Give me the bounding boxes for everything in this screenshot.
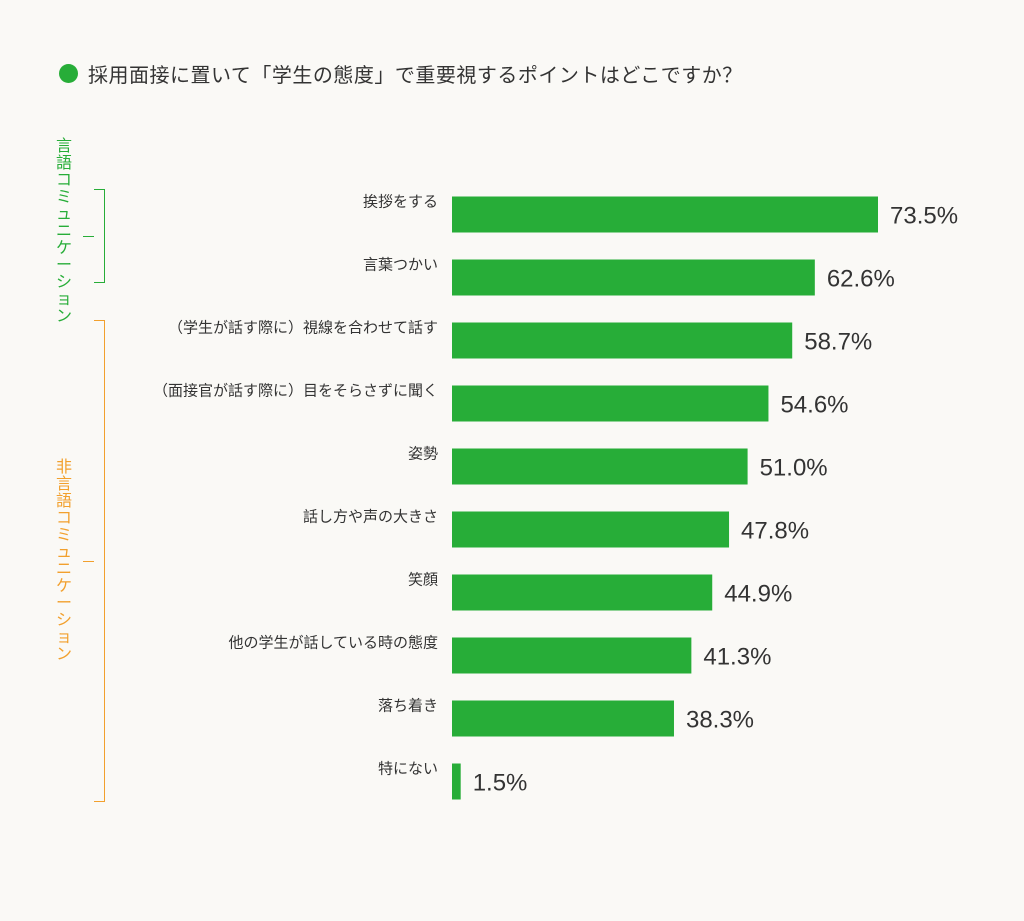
category-label-0: 挨拶をする	[363, 193, 438, 211]
bar-1	[452, 259, 815, 296]
bar-3	[452, 385, 769, 422]
category-label-8: 落ち着き	[378, 697, 438, 715]
group-bracket-tick-nonverbal	[83, 561, 94, 562]
bar-6	[452, 574, 713, 611]
value-label-6: 44.9%	[724, 581, 792, 608]
bar-4	[452, 448, 748, 485]
value-label-1: 62.6%	[827, 266, 895, 293]
value-label-3: 54.6%	[780, 392, 848, 419]
bar-7	[452, 637, 692, 674]
bar-2	[452, 322, 793, 359]
bar-9	[452, 763, 461, 800]
value-label-0: 73.5%	[890, 203, 958, 230]
category-label-6: 笑顔	[408, 571, 438, 589]
category-label-4: 姿勢	[408, 445, 438, 463]
group-label-verbal: 言語コミュニケーション	[55, 136, 72, 325]
bar-0	[452, 196, 878, 233]
category-label-5: 話し方や声の大きさ	[303, 508, 438, 526]
category-label-1: 言葉つかい	[363, 256, 438, 274]
value-label-8: 38.3%	[686, 707, 754, 734]
title-bullet-icon	[59, 63, 78, 83]
bar-5	[452, 511, 730, 548]
chart-title-text: 採用面接に置いて「学生の態度」で重要視するポイントはどこですか？	[88, 62, 743, 87]
category-label-9: 特にない	[378, 760, 438, 778]
value-label-4: 51.0%	[760, 455, 828, 482]
group-bracket-nonverbal	[94, 320, 105, 802]
value-label-7: 41.3%	[703, 644, 771, 671]
category-label-2: （学生が話す際に）視線を合わせて話す	[168, 319, 438, 337]
group-label-nonverbal: 非言語コミュニケーション	[55, 457, 72, 663]
chart-title: 採用面接に置いて「学生の態度」で重要視するポイントはどこですか？	[59, 58, 743, 88]
value-label-2: 58.7%	[804, 329, 872, 356]
category-label-7: 他の学生が話している時の態度	[228, 634, 438, 652]
bar-8	[452, 700, 674, 737]
value-label-9: 1.5%	[473, 770, 528, 797]
group-bracket-verbal	[94, 189, 105, 283]
group-bracket-tick-verbal	[83, 236, 94, 237]
category-label-3: （面接官が話す際に）目をそらさずに聞く	[153, 382, 438, 400]
value-label-5: 47.8%	[741, 518, 809, 545]
